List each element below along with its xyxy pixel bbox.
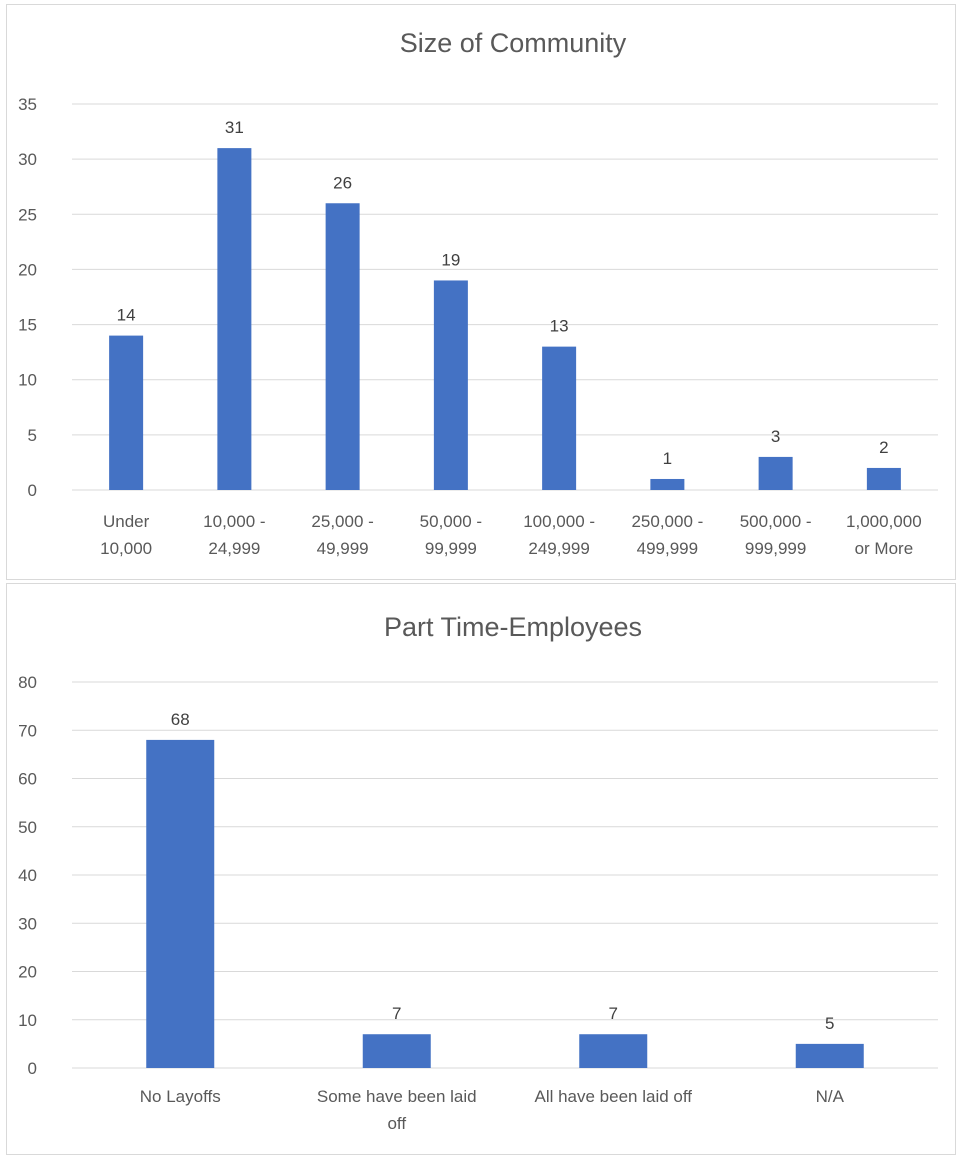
employees-bar	[795, 1043, 864, 1068]
community-category-label: 10,000 - 24,999	[203, 512, 265, 558]
employees-chart-title: Part Time-Employees	[384, 612, 642, 642]
employees-y-tick-label: 10	[18, 1011, 37, 1030]
community-category-label: 250,000 - 499,999	[631, 512, 703, 558]
community-category-label-line: 100,000 -	[523, 512, 595, 531]
community-category-label: 1,000,000 or More	[846, 512, 922, 558]
community-y-tick-label: 30	[18, 150, 37, 169]
community-y-tick-label: 35	[18, 95, 37, 114]
community-data-label: 31	[225, 118, 244, 137]
employees-category-label: No Layoffs	[140, 1087, 221, 1106]
community-category-label: Under 10,000	[100, 512, 152, 558]
community-bar	[217, 148, 252, 490]
employees-y-tick-label: 70	[18, 721, 37, 740]
employees-y-tick-label: 50	[18, 818, 37, 837]
employees-y-tick-label: 80	[18, 673, 37, 692]
part-time-employees-chart: Part Time-Employees 0 10 20 30 40 50 60 70 80 68 No…	[6, 583, 956, 1155]
employees-y-tick-label: 20	[18, 963, 37, 982]
employees-data-label: 7	[392, 1004, 401, 1023]
employees-data-label: 5	[825, 1014, 834, 1033]
community-category-label-line: 249,999	[528, 539, 589, 558]
community-category-label: 25,000 - 49,999	[311, 512, 373, 558]
community-bar	[109, 335, 144, 490]
community-y-tick-label: 5	[28, 426, 37, 445]
community-category-label: 500,000 - 999,999	[740, 512, 812, 558]
part-time-employees-chart-svg: Part Time-Employees 0 10 20 30 40 50 60 70 80 68 No…	[18, 612, 938, 1133]
community-size-chart: Size of Community 0 5 10 15 20 25 30 35 14 Under 10…	[6, 4, 956, 580]
community-category-label: 50,000 - 99,999	[420, 512, 482, 558]
community-data-label: 1	[663, 449, 672, 468]
community-y-tick-label: 25	[18, 205, 37, 224]
community-y-tick-label: 20	[18, 260, 37, 279]
community-bar	[758, 456, 793, 490]
community-category-label-line: 50,000 -	[420, 512, 482, 531]
community-data-label: 3	[771, 427, 780, 446]
community-bar	[542, 346, 577, 490]
community-chart-title: Size of Community	[400, 28, 627, 58]
employees-y-tick-label: 40	[18, 866, 37, 885]
community-data-label: 13	[550, 317, 569, 336]
community-category-label-line: 10,000 -	[203, 512, 265, 531]
employees-y-tick-label: 60	[18, 770, 37, 789]
employees-bar	[362, 1034, 431, 1068]
community-category-label-line: 1,000,000	[846, 512, 922, 531]
community-bar	[433, 280, 468, 490]
community-y-tick-label: 15	[18, 316, 37, 335]
community-size-chart-svg: Size of Community 0 5 10 15 20 25 30 35 14 Under 10…	[18, 28, 938, 558]
community-category-label-line: 999,999	[745, 539, 806, 558]
employees-category-label-line: N/A	[816, 1087, 845, 1106]
employees-category-label-line: off	[387, 1114, 406, 1133]
employees-data-label: 68	[171, 710, 190, 729]
community-y-tick-label: 0	[28, 481, 37, 500]
community-category-label-line: 49,999	[317, 539, 369, 558]
community-data-label: 14	[117, 306, 136, 325]
community-category-label-line: or More	[855, 539, 914, 558]
employees-category-label: N/A	[816, 1087, 845, 1106]
employees-bar	[146, 739, 215, 1068]
community-category-label-line: 250,000 -	[631, 512, 703, 531]
community-bar	[325, 203, 360, 490]
community-y-tick-label: 10	[18, 371, 37, 390]
community-category-label: 100,000 - 249,999	[523, 512, 595, 558]
employees-y-tick-label: 30	[18, 914, 37, 933]
community-category-label-line: 500,000 -	[740, 512, 812, 531]
employees-category-label-line: All have been laid off	[534, 1087, 692, 1106]
community-category-label-line: 99,999	[425, 539, 477, 558]
employees-category-label: Some have been laid off	[317, 1087, 477, 1133]
employees-bar	[579, 1034, 648, 1068]
employees-data-label: 7	[609, 1004, 618, 1023]
community-category-label-line: 25,000 -	[311, 512, 373, 531]
community-data-label: 2	[879, 438, 888, 457]
community-category-label-line: Under	[103, 512, 150, 531]
community-data-label: 19	[441, 250, 460, 269]
community-category-label-line: 10,000	[100, 539, 152, 558]
community-bar	[866, 467, 901, 490]
employees-y-tick-label: 0	[28, 1059, 37, 1078]
community-category-label-line: 24,999	[208, 539, 260, 558]
employees-category-label: All have been laid off	[534, 1087, 692, 1106]
community-data-label: 26	[333, 173, 352, 192]
employees-category-label-line: Some have been laid	[317, 1087, 477, 1106]
community-category-label-line: 499,999	[637, 539, 698, 558]
employees-category-label-line: No Layoffs	[140, 1087, 221, 1106]
community-bar	[650, 478, 685, 490]
